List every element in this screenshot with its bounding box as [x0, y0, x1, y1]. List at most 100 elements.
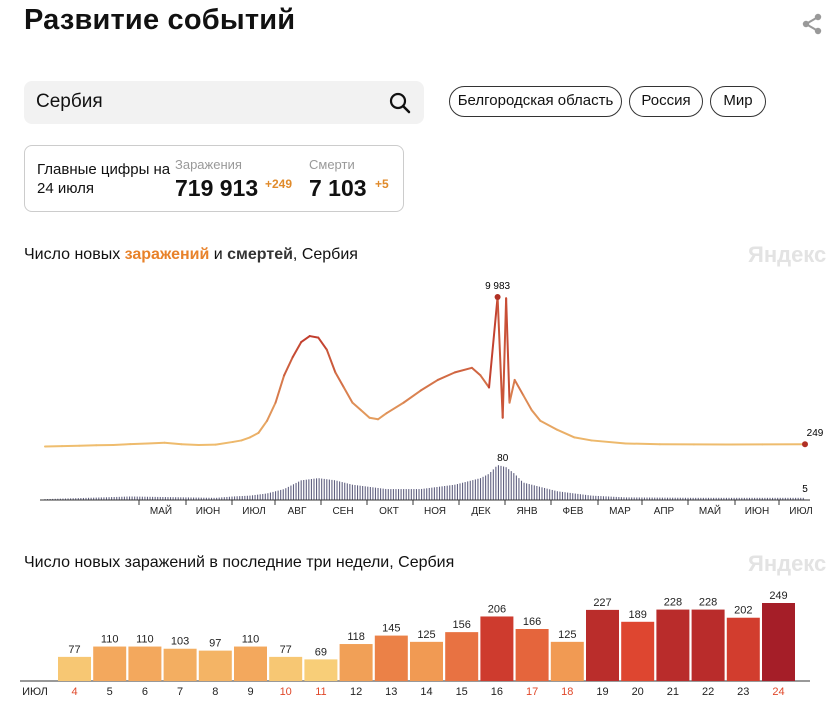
infections-segment	[257, 419, 269, 434]
deaths-peak-label: 80	[497, 453, 509, 464]
x-tick-label: МАР	[609, 506, 631, 517]
search-input[interactable]: Сербия	[36, 91, 103, 112]
x-tick-label: 12	[350, 686, 362, 698]
infections-delta: +249	[265, 177, 293, 191]
infections-segment	[573, 436, 593, 442]
x-tick-label: ЯНВ	[516, 506, 537, 517]
bar	[480, 616, 514, 681]
peak-point	[494, 294, 501, 300]
bar	[586, 609, 619, 681]
x-tick-label: МАЙ	[150, 504, 172, 517]
yandex-watermark-1: Яндекс	[748, 242, 827, 267]
infections-segment	[231, 439, 243, 443]
deaths-value: 7 103	[309, 175, 367, 201]
bar	[128, 646, 162, 681]
search-icon[interactable]	[389, 92, 411, 114]
x-tick-label: 11	[315, 686, 326, 698]
infections-segment	[351, 401, 362, 412]
infections-segment	[308, 335, 320, 339]
infections-segment	[505, 297, 511, 404]
infections-segment	[325, 348, 337, 374]
bar	[374, 635, 408, 681]
infections-segment	[419, 378, 439, 392]
infections-segment	[214, 440, 234, 446]
region-chip-russia[interactable]: Россия	[629, 86, 703, 117]
bar-value-label: 202	[734, 605, 752, 617]
yandex-watermark-2: Яндекс	[748, 551, 827, 576]
bar-value-label: 118	[347, 631, 365, 643]
x-tick-label: 15	[456, 686, 468, 698]
bar	[304, 659, 338, 681]
search-field[interactable]: Сербия	[24, 81, 424, 124]
bar-value-label: 145	[382, 623, 400, 635]
bar	[726, 617, 760, 681]
x-tick-label: 17	[526, 686, 538, 698]
summary-label: Главные цифры на 24 июля	[37, 161, 171, 197]
bar-value-label: 110	[136, 634, 154, 646]
bar	[234, 646, 267, 681]
x-tick-label: ИЮН	[745, 506, 770, 517]
infections-segment	[385, 401, 405, 415]
x-tick-label: 9	[247, 686, 253, 698]
bar	[93, 646, 127, 681]
x-tick-label: 18	[561, 686, 573, 698]
x-tick-label: ИЮЛ	[789, 506, 812, 517]
bar	[269, 656, 303, 681]
bar-value-label: 110	[242, 634, 260, 646]
infections-segment	[556, 428, 576, 439]
infections-segment	[266, 401, 277, 422]
infections-segment	[590, 439, 627, 445]
x-tick-label: ОКТ	[379, 506, 399, 517]
infections-segment	[359, 409, 371, 419]
infections-segment	[180, 443, 200, 446]
x-tick-label: АПР	[654, 506, 675, 517]
infections-segment	[240, 436, 251, 442]
infections-segment	[402, 389, 422, 404]
page-title: Развитие событий	[24, 4, 296, 36]
bar-value-label: 156	[453, 619, 471, 631]
last-infection-point	[802, 441, 808, 448]
bar-value-label: 228	[664, 597, 682, 609]
deaths-delta: +5	[375, 177, 389, 191]
x-tick-label: 10	[280, 686, 292, 698]
x-tick-label: 23	[737, 686, 749, 698]
share-icon[interactable]	[800, 12, 824, 36]
deaths-caption: Смерти	[309, 157, 355, 172]
chart1-title: Число новых заражений и смертей, Сербия	[24, 246, 358, 264]
infections-segment	[248, 431, 260, 439]
infections-segment	[112, 443, 132, 446]
x-tick-label: 13	[385, 686, 397, 698]
x-tick-label: 24	[772, 686, 784, 698]
infections-segment	[501, 297, 508, 419]
bar-value-label: 206	[488, 603, 506, 615]
bar	[550, 641, 584, 681]
bar	[762, 603, 795, 681]
bar-value-label: 189	[629, 609, 647, 621]
infections-segment	[530, 409, 542, 422]
x-tick-label: 4	[71, 686, 77, 698]
infections-segment	[317, 336, 328, 351]
bar	[410, 641, 443, 681]
infections-segment	[453, 366, 473, 374]
bar-value-label: 97	[209, 638, 221, 650]
x-tick-label: АВГ	[288, 506, 307, 517]
chart1-title-infections: заражений	[124, 246, 210, 263]
bar-value-label: 77	[280, 644, 292, 656]
bar	[339, 644, 373, 681]
chart1-title-mid: и	[209, 246, 228, 263]
chart1-title-prefix: Число новых	[24, 246, 125, 263]
region-chip-belgorod[interactable]: Белгородская область	[449, 86, 622, 117]
infections-segment	[508, 378, 516, 404]
chart2-title: Число новых заражений в последние три не…	[24, 554, 455, 571]
x-tick-label: 19	[596, 686, 608, 698]
x-tick-label: 20	[632, 686, 644, 698]
bar	[621, 621, 655, 681]
infections-value: 719 913	[175, 175, 259, 201]
infections-caption: Заражения	[175, 157, 242, 172]
infections-segment	[470, 366, 482, 377]
x-tick-label: 7	[177, 686, 183, 698]
bar-value-label: 103	[171, 636, 189, 648]
infections-segment	[522, 394, 533, 412]
region-chip-world[interactable]: Мир	[710, 86, 766, 117]
x-tick-label: ФЕВ	[563, 506, 584, 517]
